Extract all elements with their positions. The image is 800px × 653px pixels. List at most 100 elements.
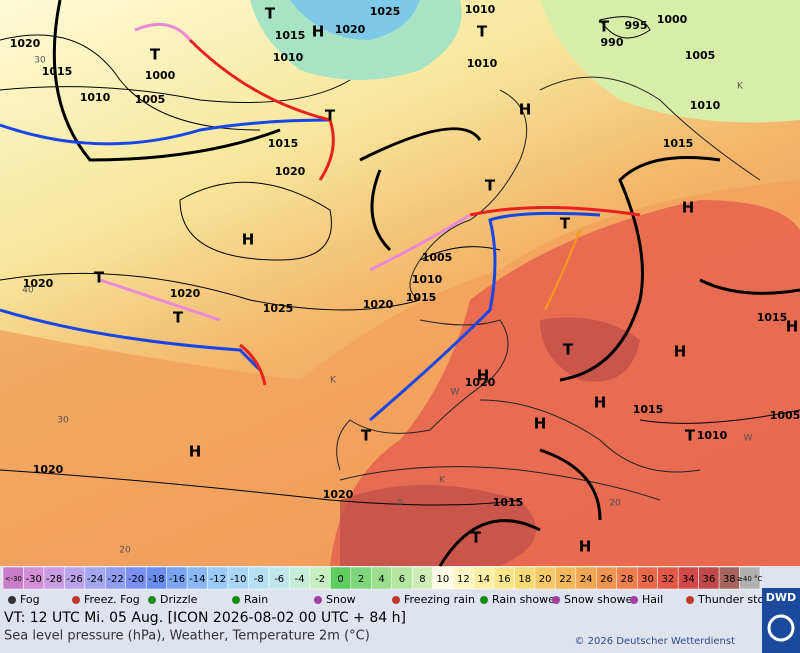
map-annotation: 30 — [34, 56, 46, 66]
pressure-center: T — [563, 341, 574, 359]
pressure-label: 1005 — [135, 93, 166, 106]
symbol-icon — [552, 596, 560, 604]
map-annotation: 20 — [609, 499, 621, 509]
cold-area — [290, 0, 420, 40]
fronts — [0, 22, 641, 422]
scale-label: -16 — [169, 574, 185, 585]
scale-label: -22 — [107, 574, 123, 585]
map-annotation: K — [439, 476, 446, 486]
scale-label: -6 — [274, 574, 284, 585]
pressure-center: T — [94, 269, 105, 287]
pressure-center: H — [189, 443, 202, 461]
scale-label: -30 — [26, 574, 42, 585]
dwd-logo-icon — [767, 614, 795, 642]
scale-label: 32 — [662, 574, 675, 585]
scale-label: 30 — [641, 574, 654, 585]
pressure-center: H — [579, 538, 592, 556]
pressure-label: 1005 — [685, 49, 716, 62]
scale-label: 2 — [358, 574, 364, 585]
symbol-label: Freezing rain — [404, 593, 475, 606]
map-annotation: W — [451, 388, 460, 398]
troughs — [52, 0, 800, 567]
pressure-label: 1015 — [757, 311, 788, 324]
map: 1025 1010 1020 1015 1010 1020 1015 1000 1005 1010… — [0, 0, 800, 567]
cool-area — [250, 0, 462, 80]
scale-label: -20 — [128, 574, 144, 585]
scale-label: ≥40 °C — [737, 575, 762, 583]
map-annotation: K — [330, 376, 337, 386]
scale-label: -2 — [315, 574, 325, 585]
pressure-label: 1015 — [493, 496, 524, 509]
scale-label: 0 — [337, 574, 343, 585]
pressure-label: 1020 — [335, 23, 366, 36]
scale-label: 26 — [600, 574, 613, 585]
pressure-label: 1015 — [406, 291, 437, 304]
hot-area — [330, 200, 800, 566]
pressure-label: 1020 — [363, 298, 394, 311]
pressure-label: 1010 — [467, 57, 498, 70]
scale-label: -4 — [295, 574, 305, 585]
pressure-label: 1005 — [770, 409, 800, 422]
map-annotation: W — [744, 434, 753, 444]
pressure-label: 1020 — [275, 165, 306, 178]
pressure-label: 1000 — [145, 69, 176, 82]
symbol-label: Drizzle — [160, 593, 198, 606]
pressure-center: T — [471, 529, 482, 547]
scale-label: 22 — [559, 574, 572, 585]
symbol-icon — [8, 596, 16, 604]
pressure-center: T — [173, 309, 184, 327]
coastlines — [336, 76, 761, 501]
pressure-label: 1015 — [275, 29, 306, 42]
scale-label: 4 — [378, 574, 384, 585]
scale-label: 14 — [477, 574, 490, 585]
pressure-center: T — [150, 46, 161, 64]
valid-time: VT: 12 UTC Mi. 05 Aug. [ICON 2026-08-02 … — [4, 610, 406, 626]
pressure-label: 1000 — [657, 13, 688, 26]
footer-background — [0, 612, 760, 653]
pressure-label: 1020 — [465, 376, 496, 389]
weather-symbol-legend: Fog Freez. Fog Drizzle Rain Snow Freezing rai… — [8, 593, 779, 606]
pressure-center: T — [477, 23, 488, 41]
symbol-label: Snow — [326, 593, 356, 606]
pressure-label: 1010 — [697, 429, 728, 442]
pressure-center: T — [485, 177, 496, 195]
symbol-label: Rain shower — [492, 593, 560, 606]
symbol-label: Fog — [20, 593, 40, 606]
symbol-label: Rain — [244, 593, 268, 606]
pressure-center: T — [560, 215, 571, 233]
scale-label: 10 — [437, 574, 450, 585]
scale-label: 6 — [399, 574, 405, 585]
scale-label: 20 — [539, 574, 552, 585]
pressure-label: 1005 — [422, 251, 453, 264]
pressure-center: H — [242, 231, 255, 249]
cool-area — [540, 0, 800, 123]
scale-label: -26 — [66, 574, 82, 585]
pressure-center: H — [786, 318, 799, 336]
scale-label: 16 — [498, 574, 511, 585]
symbol-icon — [72, 596, 80, 604]
map-annotation: 20 — [119, 546, 131, 556]
scale-label: -8 — [254, 574, 264, 585]
symbol-label: Hail — [642, 593, 663, 606]
pressure-center: H — [674, 343, 687, 361]
scale-cell — [739, 566, 761, 590]
pressure-center: H — [534, 415, 547, 433]
scale-label: -28 — [46, 574, 62, 585]
symbol-label: Snow shower — [564, 593, 637, 606]
pressure-center: T — [361, 427, 372, 445]
pressure-label: 1025 — [370, 5, 401, 18]
map-annotation: 30 — [57, 416, 69, 426]
map-labels: 1025 1010 1020 1015 1010 1020 1015 1000 1005 1010… — [10, 3, 800, 556]
pressure-label: 1020 — [10, 37, 41, 50]
pressure-label: 1020 — [323, 488, 354, 501]
pressure-center: H — [519, 101, 532, 119]
symbol-icon — [314, 596, 322, 604]
scale-label: 24 — [580, 574, 593, 585]
scale-label: -10 — [230, 574, 246, 585]
pressure-label: 1025 — [263, 302, 294, 315]
scale-label: -18 — [148, 574, 164, 585]
very-hot-area — [340, 317, 640, 566]
map-annotation: 40 — [22, 286, 34, 296]
scale-label: -24 — [87, 574, 103, 585]
